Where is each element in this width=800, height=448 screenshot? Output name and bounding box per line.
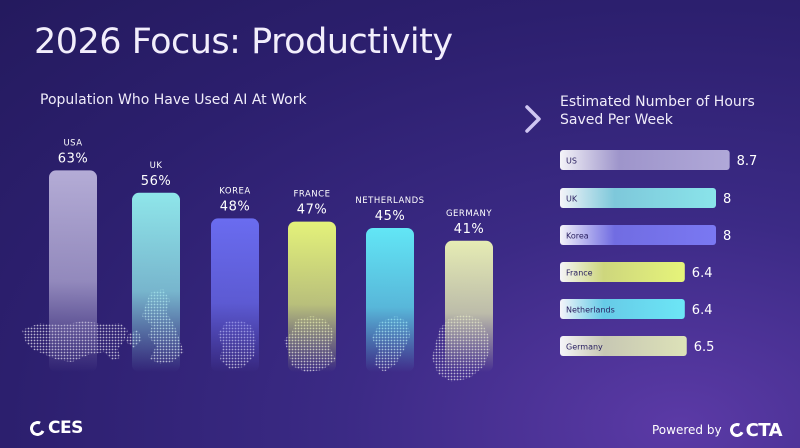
hours-value-us: 8.7 <box>737 154 758 169</box>
hours-value-uk: 8 <box>723 192 731 207</box>
powered-by-text: Powered by <box>652 423 722 437</box>
hours-value-france: 6.4 <box>692 266 713 281</box>
hours-value-germany: 6.5 <box>694 340 715 355</box>
population-bar-uk <box>132 192 180 372</box>
hours-bar-uk <box>560 188 716 208</box>
hours-category-germany: Germany <box>566 343 603 352</box>
hours-category-france: France <box>566 269 593 278</box>
ces-logo: CES <box>27 417 83 439</box>
powered-by-cta: Powered by CTA <box>652 419 783 441</box>
population-bar-usa <box>49 170 97 372</box>
population-category-uk: UK <box>150 161 163 171</box>
population-chart-title: Population Who Have Used AI At Work <box>40 92 307 108</box>
population-bars: USA 63% UK 56% KOREA 48% FRANCE 47% NETHERLANDS 4… <box>49 138 493 372</box>
hours-bar-germany <box>560 336 687 356</box>
population-value-netherlands: 45% <box>375 209 405 224</box>
hours-value-netherlands: 6.4 <box>692 303 713 318</box>
population-category-france: FRANCE <box>294 190 331 200</box>
hours-category-us: US <box>566 157 577 166</box>
population-bar-netherlands <box>366 228 414 372</box>
hours-bar-france <box>560 262 685 282</box>
hours-chart-title: Estimated Number of Hours Saved Per Week <box>560 94 755 128</box>
population-bar-korea <box>211 218 259 372</box>
population-bar-germany <box>445 240 493 372</box>
hours-category-netherlands: Netherlands <box>566 306 615 315</box>
hours-bar-us <box>560 150 730 170</box>
hours-bar-netherlands <box>560 299 685 319</box>
chevron-right-icon <box>525 105 541 133</box>
hours-bar-korea <box>560 225 716 245</box>
population-category-korea: KOREA <box>219 186 250 196</box>
ces-logo-text: CES <box>48 418 83 438</box>
population-category-netherlands: NETHERLANDS <box>355 196 424 206</box>
population-category-usa: USA <box>63 138 82 148</box>
population-bar-france <box>288 221 336 372</box>
hours-bars: US 8.7 UK 8 Korea 8 France 6.4 Netherlands 6.4 Ger… <box>560 150 757 356</box>
population-category-germany: GERMANY <box>446 209 492 219</box>
population-value-korea: 48% <box>220 199 250 214</box>
hours-value-korea: 8 <box>723 229 731 244</box>
population-value-germany: 41% <box>454 222 484 237</box>
hours-category-uk: UK <box>566 195 578 204</box>
hours-category-korea: Korea <box>566 232 589 241</box>
cta-logo-icon <box>727 421 746 439</box>
ces-logo-icon <box>27 418 48 438</box>
population-value-uk: 56% <box>141 174 171 189</box>
cta-logo-text: CTA <box>745 419 783 441</box>
population-value-usa: 63% <box>58 151 88 166</box>
page-title: 2026 Focus: Productivity <box>34 22 453 62</box>
population-value-france: 47% <box>297 203 327 218</box>
